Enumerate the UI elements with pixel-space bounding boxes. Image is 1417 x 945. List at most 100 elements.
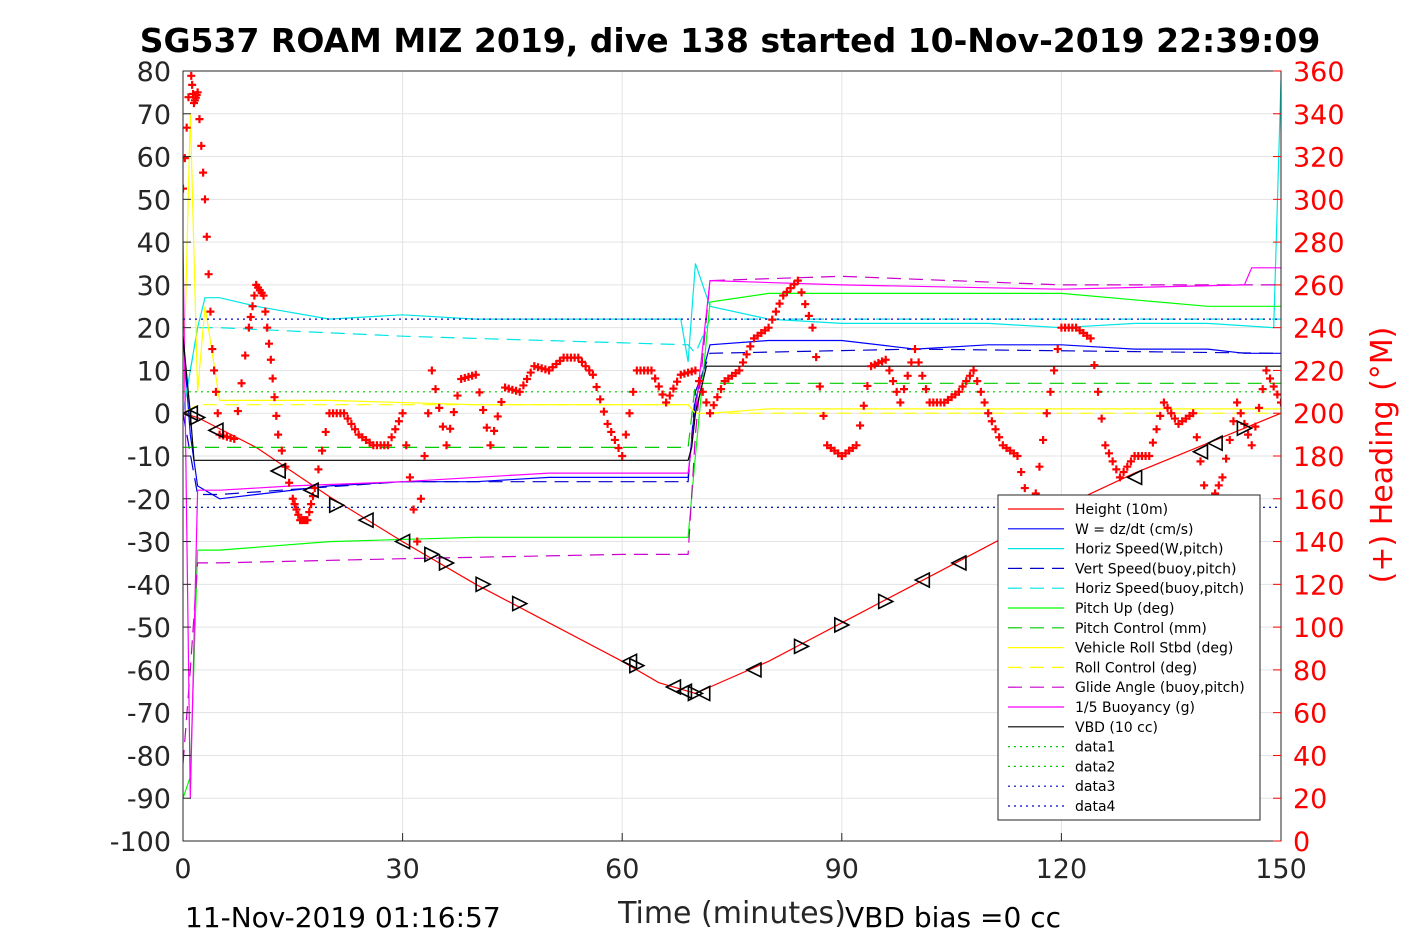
left-tick-label: -60 — [127, 656, 171, 687]
heading-marker — [804, 311, 813, 320]
heading-marker — [1196, 457, 1205, 466]
heading-marker — [1050, 366, 1059, 375]
heading-marker — [519, 381, 528, 390]
heading-marker — [272, 411, 281, 420]
heading-marker — [1104, 449, 1113, 458]
heading-marker — [475, 388, 484, 397]
heading-marker — [482, 423, 491, 432]
heading-marker — [523, 375, 532, 383]
heading-marker — [303, 516, 312, 525]
heading-marker — [574, 353, 583, 362]
heading-marker — [204, 270, 213, 279]
heading-marker — [1086, 334, 1095, 343]
heading-marker — [1233, 398, 1242, 407]
heading-marker — [383, 441, 392, 450]
heading-marker — [490, 426, 499, 435]
heading-marker — [1039, 435, 1048, 444]
heading-marker — [629, 387, 638, 396]
heading-marker — [402, 441, 411, 450]
triangle-marker — [1125, 469, 1143, 486]
heading-marker — [1046, 387, 1055, 396]
x-tick-label: 90 — [825, 854, 859, 885]
heading-marker — [1042, 409, 1051, 418]
series-line-3 — [183, 348, 1281, 496]
triangle-marker — [675, 682, 693, 700]
left-tick-label: 40 — [137, 228, 171, 259]
heading-marker — [1167, 409, 1176, 418]
heading-marker — [1097, 414, 1106, 423]
heading-marker — [409, 505, 418, 514]
right-tick-label: 60 — [1293, 699, 1327, 730]
left-tick-label: -80 — [127, 741, 171, 772]
series-line-2 — [183, 79, 1281, 414]
heading-marker — [237, 379, 246, 388]
heading-marker — [713, 393, 722, 402]
heading-marker — [658, 390, 667, 399]
heading-marker — [274, 430, 283, 439]
heading-marker — [1090, 361, 1099, 370]
triangle-marker — [438, 554, 456, 572]
heading-marker — [793, 276, 802, 285]
heading-marker — [266, 355, 275, 364]
heading-marker — [435, 403, 444, 412]
heading-marker — [1225, 435, 1234, 444]
x-axis-ticks: 0 30 60 90 120 150 — [174, 833, 1307, 885]
right-axis-ticks: 3603403203002802602402202001801601401201… — [1273, 57, 1345, 858]
right-tick-label: 80 — [1293, 656, 1327, 687]
left-tick-label: 30 — [137, 271, 171, 302]
heading-marker — [717, 385, 726, 394]
heading-marker — [318, 446, 327, 455]
heading-marker — [738, 358, 747, 367]
heading-marker — [343, 414, 352, 423]
heading-marker — [1277, 398, 1281, 407]
heading-marker — [987, 417, 996, 426]
heading-marker — [801, 300, 810, 309]
left-tick-label: 60 — [137, 143, 171, 174]
heading-marker — [416, 494, 425, 503]
heading-marker — [654, 382, 663, 391]
heading-marker — [775, 299, 784, 308]
heading-marker — [1222, 454, 1231, 463]
heading-marker — [351, 425, 360, 434]
heading-marker — [497, 397, 506, 406]
legend-label: Roll Control (deg) — [1075, 660, 1197, 676]
legend-label: Vehicle Roll Stbd (deg) — [1075, 641, 1233, 657]
legend-label: Horiz Speed(W,pitch) — [1075, 542, 1223, 558]
heading-marker — [1247, 441, 1256, 450]
heading-marker — [515, 387, 524, 396]
legend-label: W = dz/dt (cm/s) — [1075, 522, 1194, 538]
heading-marker — [1156, 411, 1165, 420]
heading-marker — [246, 312, 255, 321]
heading-marker — [585, 366, 594, 375]
heading-marker — [305, 508, 314, 517]
heading-marker — [241, 351, 250, 360]
heading-marker — [889, 377, 898, 386]
heading-marker — [1229, 417, 1238, 426]
heading-marker — [294, 510, 303, 519]
heading-marker — [1255, 403, 1264, 412]
heading-marker — [588, 370, 597, 379]
legend-label: Glide Angle (buoy,pitch) — [1075, 680, 1245, 696]
heading-marker — [277, 446, 286, 455]
heading-marker — [183, 123, 191, 132]
right-tick-label: 360 — [1293, 57, 1345, 88]
heading-marker — [479, 406, 488, 415]
left-tick-label: 50 — [137, 185, 171, 216]
heading-marker — [431, 385, 440, 394]
triangle-marker — [950, 554, 967, 572]
heading-marker — [921, 385, 930, 394]
heading-marker — [1126, 457, 1135, 466]
footer-timestamp: 11-Nov-2019 01:16:57 — [185, 901, 501, 934]
legend-label: VBD (10 cc) — [1075, 720, 1158, 736]
heading-marker — [764, 323, 773, 332]
left-tick-label: -30 — [127, 528, 171, 559]
heading-marker — [1020, 484, 1029, 493]
right-tick-label: 180 — [1293, 442, 1345, 473]
heading-marker — [449, 408, 458, 417]
heading-marker — [914, 358, 923, 367]
right-tick-label: 100 — [1293, 613, 1345, 644]
heading-marker — [1159, 398, 1168, 407]
heading-markers — [183, 71, 1281, 546]
heading-marker — [1112, 465, 1121, 474]
